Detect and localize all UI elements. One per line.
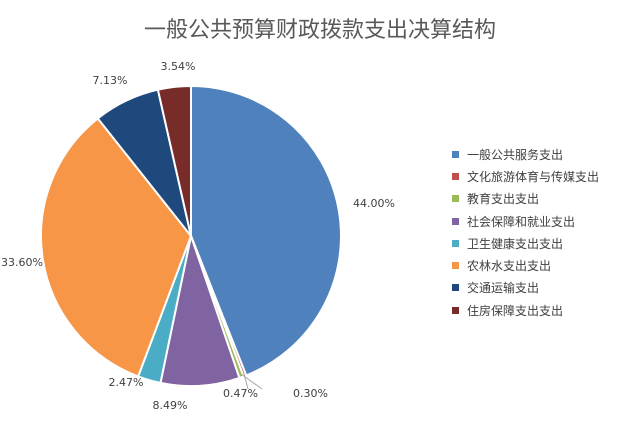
- legend-swatch: [452, 284, 459, 292]
- legend-label: 文化旅游体育与传媒支出: [467, 169, 600, 184]
- legend-label: 住房保障支出支出: [467, 303, 564, 318]
- legend-label: 农林水支出支出: [467, 259, 552, 274]
- legend-label: 卫生健康支出支出: [467, 236, 564, 251]
- pie-slice: [40, 117, 193, 378]
- legend-item: 交通运输支出: [452, 277, 599, 299]
- pie-slice: [156, 84, 192, 237]
- data-label: 33.60%: [1, 256, 43, 269]
- legend-item: 卫生健康支出支出: [452, 232, 599, 254]
- legend-item: 教育支出支出: [452, 188, 599, 210]
- data-label: 44.00%: [353, 197, 395, 210]
- chart-title: 一般公共预算财政拨款支出决算结构: [143, 18, 496, 43]
- legend-label: 一般公共服务支出: [467, 147, 564, 162]
- legend-swatch: [452, 195, 459, 203]
- data-label: 2.47%: [109, 376, 144, 389]
- legend-label: 社会保障和就业支出: [467, 214, 576, 229]
- legend-item: 文化旅游体育与传媒支出: [452, 165, 599, 187]
- chart-legend: 一般公共服务支出文化旅游体育与传媒支出 教育支出支出社会保障和就业支出 卫生健康支出…: [452, 143, 599, 321]
- legend-item: 农林水支出支出: [452, 254, 599, 276]
- legend-swatch: [452, 172, 459, 180]
- legend-item: 一般公共服务支出: [452, 143, 599, 165]
- data-label: 8.49%: [153, 399, 188, 412]
- legend-swatch: [452, 306, 459, 314]
- leader-line: [240, 373, 263, 390]
- legend-label: 交通运输支出: [467, 281, 540, 296]
- legend-swatch: [452, 262, 459, 270]
- data-label: 3.54%: [161, 60, 196, 73]
- legend-swatch: [452, 217, 459, 225]
- legend-swatch: [452, 150, 459, 158]
- pie-slice: [190, 84, 342, 377]
- data-label: 0.47%: [223, 387, 258, 400]
- legend-label: 教育支出支出: [467, 192, 540, 207]
- data-label: 7.13%: [93, 74, 128, 87]
- data-label: 0.30%: [293, 387, 328, 400]
- legend-swatch: [452, 239, 459, 247]
- legend-item: 住房保障支出支出: [452, 299, 599, 321]
- legend-item: 社会保障和就业支出: [452, 210, 599, 232]
